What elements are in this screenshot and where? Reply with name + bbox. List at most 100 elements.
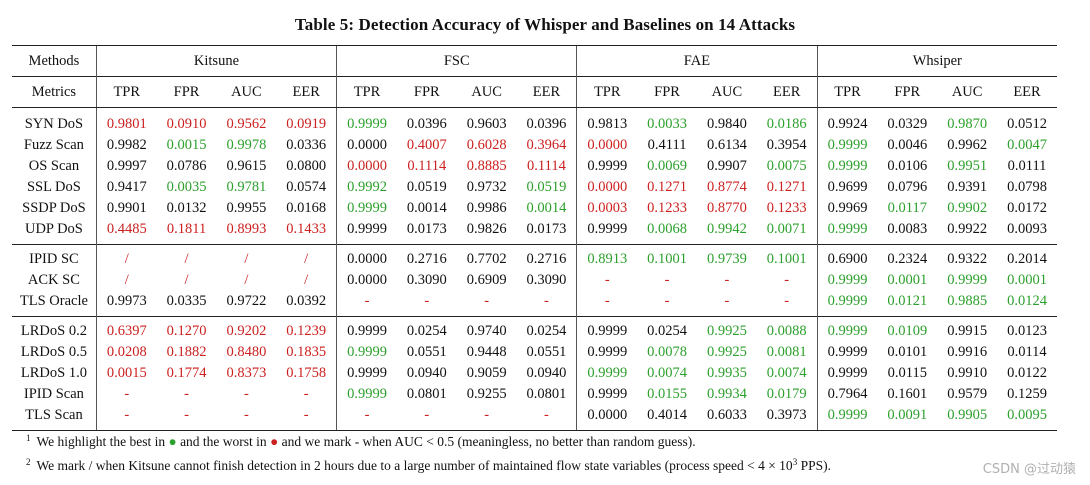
- footnote-2: 2 We mark / when Kitsune cannot finish de…: [26, 452, 831, 476]
- table-cell: 0.0075: [766, 158, 807, 174]
- table-cell: 0.4014: [637, 405, 697, 431]
- table-cell: -: [156, 405, 217, 431]
- table-cell: 0.0796: [887, 179, 928, 195]
- table-cell: 0.0519: [526, 179, 567, 195]
- attack-label: LRDoS 0.2: [12, 316, 97, 342]
- table-cell: 0.0179: [766, 386, 807, 402]
- footnote-2-exponent: 3: [792, 457, 798, 467]
- attack-label: SSL DoS: [26, 179, 81, 195]
- table-cell: 0.0091: [877, 405, 938, 431]
- table-cell: -: [396, 405, 457, 431]
- table-cell: 0.9999: [576, 342, 638, 363]
- table-cell: 0.0335: [166, 293, 207, 309]
- table-cell: 0.1601: [887, 386, 928, 402]
- table-cell: 0.9999: [816, 135, 878, 156]
- table-cell: 0.2014: [997, 244, 1057, 270]
- table-cell: 0.9059: [466, 365, 507, 381]
- table-cell: 0.0001: [887, 272, 928, 288]
- table-cell: 0.8774: [706, 179, 747, 195]
- table-cell: 0.9999: [816, 156, 878, 177]
- table-cell: 0.0132: [166, 200, 207, 216]
- table-cell: /: [244, 272, 249, 288]
- table-cell: 0.9973: [95, 291, 157, 317]
- table-cell: 0.9615: [226, 158, 267, 174]
- method-kitsune: Kitsune: [95, 45, 337, 77]
- table-cell: /: [304, 272, 309, 288]
- attack-label: UDP DoS: [24, 221, 83, 237]
- table-cell: 0.6134: [706, 137, 747, 153]
- table-cell: 0.9202: [216, 316, 277, 342]
- table-cell: /: [156, 244, 217, 270]
- table-cell: 0.9999: [576, 219, 638, 245]
- table-cell: 0.3954: [766, 137, 807, 153]
- table-cell: /: [184, 272, 189, 288]
- table-cell: 0.9955: [226, 200, 267, 216]
- table-cell: -: [303, 386, 309, 402]
- table-cell: 0.9916: [947, 344, 988, 360]
- table-cell: 0.0801: [526, 386, 567, 402]
- table-cell: 0.9826: [466, 221, 507, 237]
- table-cell: 0.0111: [1007, 158, 1047, 174]
- table-cell: 0.0551: [406, 344, 447, 360]
- attack-label: SYN DoS: [24, 116, 84, 132]
- table-cell: 0.1233: [766, 200, 807, 216]
- table-cell: 0.1239: [276, 316, 337, 342]
- footnotes: 1 We highlight the best in ● and the wors…: [26, 428, 831, 476]
- table-cell: 0.9925: [706, 344, 747, 360]
- table-cell: 0.0512: [1007, 116, 1047, 132]
- attack-label: Fuzz Scan: [23, 137, 84, 153]
- metric-header: AUC: [696, 76, 757, 108]
- table-cell: 0.0003: [576, 198, 638, 219]
- table-cell: 0.9740: [456, 316, 517, 342]
- table-cell: 0.9934: [706, 386, 747, 402]
- footnote-1: 1 We highlight the best in ● and the wors…: [26, 428, 831, 452]
- attack-label: OS Scan: [28, 158, 80, 174]
- table-cell: 0.9448: [466, 344, 507, 360]
- table-cell: -: [576, 291, 638, 317]
- footnote-1-text-c: and we mark - when AUC < 0.5 (meaningles…: [278, 434, 696, 449]
- table-row: SSL DoS 0.9417 0.0035 0.9781 0.0574 0.9992 0.0…: [12, 177, 1057, 198]
- metric-header: TPR: [95, 76, 157, 108]
- attack-label: IPID Scan: [23, 386, 84, 402]
- attack-label: LRDoS 1.0: [20, 365, 87, 381]
- table-cell: 0.9999: [576, 156, 638, 177]
- table-cell: 0.1811: [166, 221, 207, 237]
- table-row: LRDoS 1.0 0.0015 0.1774 0.8373 0.1758 0.9999 0…: [12, 363, 1057, 384]
- table-cell: 0.0035: [166, 179, 207, 195]
- table-cell: 0.0109: [877, 316, 938, 342]
- table-cell: 0.9997: [95, 156, 157, 177]
- metric-header: FPR: [156, 76, 217, 108]
- table-row: IPID Scan - - - -0.9999 0.0801 0.9255 0.0801 0.9…: [12, 384, 1057, 405]
- table-cell: 0.9562: [226, 116, 267, 132]
- table-cell: 0.9813: [576, 107, 638, 135]
- table-cell: 0.9915: [937, 316, 998, 342]
- table-cell: 0.0015: [166, 137, 207, 153]
- method-whisper: Whsiper: [816, 45, 1057, 77]
- table-row: IPID SC / / //0.0000 0.2716 0.7702 0.2716 0.891…: [12, 244, 1057, 270]
- table-cell: -: [424, 293, 430, 309]
- attack-label: TLS Oracle: [19, 293, 88, 309]
- table-cell: 0.0069: [647, 158, 687, 174]
- table-cell: 0.9999: [816, 291, 878, 317]
- table-cell: 0.9942: [706, 221, 747, 237]
- table-cell: 0.0093: [1007, 221, 1047, 237]
- table-cell: /: [216, 244, 277, 270]
- table-cell: 0.9722: [226, 293, 267, 309]
- metrics-header-row: Metrics TPR FPR AUC EER TPR FPR AUC EER TPR FPR AU…: [12, 76, 1057, 108]
- table-cell: -: [95, 384, 157, 405]
- table-cell: 0.1835: [286, 344, 327, 360]
- attack-label: LRDoS 0.5: [20, 344, 87, 360]
- table-cell: 0.0392: [286, 293, 327, 309]
- table-cell: 0.0000: [576, 177, 638, 198]
- table-cell: 0.9999: [576, 363, 638, 384]
- table-cell: 0.0047: [1007, 137, 1047, 153]
- table-cell: 0.8480: [226, 344, 267, 360]
- table-cell: 0.9924: [816, 107, 878, 135]
- method-fsc: FSC: [336, 45, 577, 77]
- metric-header: AUC: [216, 76, 277, 108]
- table-body: SYN DoS 0.9801 0.0910 0.9562 0.0919 0.9999 0.0…: [12, 107, 1057, 431]
- table-cell: 0.9910: [947, 365, 988, 381]
- table-row: UDP DoS 0.4485 0.1811 0.8993 0.1433 0.9999 0.0…: [12, 219, 1057, 245]
- table-cell: 0.9999: [816, 363, 878, 384]
- table-cell: 0.1114: [407, 158, 447, 174]
